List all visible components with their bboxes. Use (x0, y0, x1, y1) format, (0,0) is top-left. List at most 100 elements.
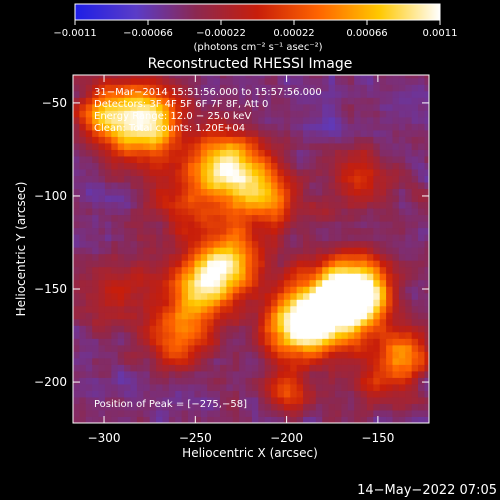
heatmap-cell (245, 416, 253, 423)
heatmap-cell (341, 168, 349, 176)
heatmap-cell (73, 116, 80, 124)
heatmap-cell (239, 377, 247, 385)
heatmap-cell (85, 331, 93, 339)
heatmap-cell (271, 409, 278, 417)
heatmap-cell (398, 123, 406, 131)
heatmap-cell (156, 123, 163, 131)
heatmap-cell (366, 325, 374, 333)
heatmap-cell (73, 155, 80, 163)
heatmap-cell (207, 97, 215, 105)
heatmap-cell (424, 162, 429, 170)
heatmap-cell (149, 149, 157, 157)
heatmap-cell (360, 338, 368, 346)
heatmap-cell (175, 75, 183, 79)
heatmap-cell (130, 247, 138, 255)
heatmap-cell (149, 351, 157, 359)
heatmap-cell (136, 149, 144, 157)
plot-frame (72, 74, 430, 424)
heatmap-cell (366, 175, 374, 183)
heatmap-cell (181, 234, 189, 242)
heatmap-cell (303, 208, 310, 216)
heatmap-cell (213, 142, 221, 150)
heatmap-cell (245, 331, 253, 339)
heatmap-cell (315, 149, 323, 157)
heatmap-cell (277, 195, 285, 203)
heatmap-cell (213, 90, 221, 98)
heatmap-cell (392, 116, 400, 124)
heatmap-cell (373, 175, 381, 183)
heatmap-cell (181, 318, 189, 326)
heatmap-cell (245, 188, 253, 196)
heatmap-cell (264, 103, 272, 111)
heatmap-cell (296, 208, 304, 216)
heatmap-cell (379, 155, 387, 163)
heatmap-cell (296, 357, 304, 365)
heatmap-cell (347, 318, 355, 326)
heatmap-cell (366, 188, 374, 196)
heatmap-cell (303, 110, 310, 118)
heatmap-cell (117, 351, 125, 359)
heatmap-cell (341, 383, 349, 391)
heatmap-cell (360, 129, 368, 137)
heatmap-cell (258, 351, 266, 359)
heatmap-cell (188, 377, 195, 385)
heatmap-cell (226, 227, 234, 235)
heatmap-cell (379, 77, 387, 85)
heatmap-cell (219, 188, 227, 196)
heatmap-cell (219, 77, 227, 85)
heatmap-cell (143, 351, 151, 359)
heatmap-cell (136, 155, 144, 163)
heatmap-cell (251, 195, 259, 203)
heatmap-cell (200, 77, 208, 85)
heatmap-cell (277, 168, 285, 176)
heatmap-cell (373, 383, 381, 391)
heatmap-cell (232, 201, 240, 209)
heatmap-cell (207, 123, 215, 131)
heatmap-cell (398, 318, 406, 326)
heatmap-cell (104, 299, 112, 307)
heatmap-cell (124, 299, 132, 307)
heatmap-cell (130, 260, 138, 268)
heatmap-cell (79, 116, 87, 124)
heatmap-cell (354, 383, 362, 391)
heatmap-cell (411, 247, 419, 255)
heatmap-cell (168, 188, 176, 196)
heatmap-cell (168, 142, 176, 150)
heatmap-cell (322, 260, 330, 268)
heatmap-cell (258, 396, 266, 404)
heatmap-cell (104, 416, 112, 423)
heatmap-cell (181, 77, 189, 85)
heatmap-cell (366, 155, 374, 163)
heatmap-cell (92, 292, 100, 300)
heatmap-cell (168, 383, 176, 391)
heatmap-cell (104, 195, 112, 203)
heatmap-cell (98, 214, 106, 222)
heatmap-cell (219, 390, 227, 398)
heatmap-cell (418, 370, 425, 378)
heatmap-cell (418, 325, 425, 333)
heatmap-cell (411, 221, 419, 229)
heatmap-cell (98, 182, 106, 190)
heatmap-cell (258, 299, 266, 307)
heatmap-cell (424, 168, 429, 176)
heatmap-cell (73, 299, 80, 307)
heatmap-cell (213, 377, 221, 385)
heatmap-cell (271, 273, 278, 281)
heatmap-cell (117, 279, 125, 287)
heatmap-cell (411, 416, 419, 423)
heatmap-cell (322, 286, 330, 294)
heatmap-cell (366, 214, 374, 222)
heatmap-cell (73, 227, 80, 235)
heatmap-cell (136, 221, 144, 229)
heatmap-cell (156, 110, 163, 118)
heatmap-cell (271, 221, 278, 229)
heatmap-cell (334, 77, 342, 85)
heatmap-cell (418, 253, 425, 261)
heatmap-cell (104, 155, 112, 163)
heatmap-cell (354, 351, 362, 359)
heatmap-cell (194, 338, 202, 346)
heatmap-cell (226, 136, 234, 144)
heatmap-cell (79, 396, 87, 404)
heatmap-cell (85, 299, 93, 307)
heatmap-cell (226, 201, 234, 209)
